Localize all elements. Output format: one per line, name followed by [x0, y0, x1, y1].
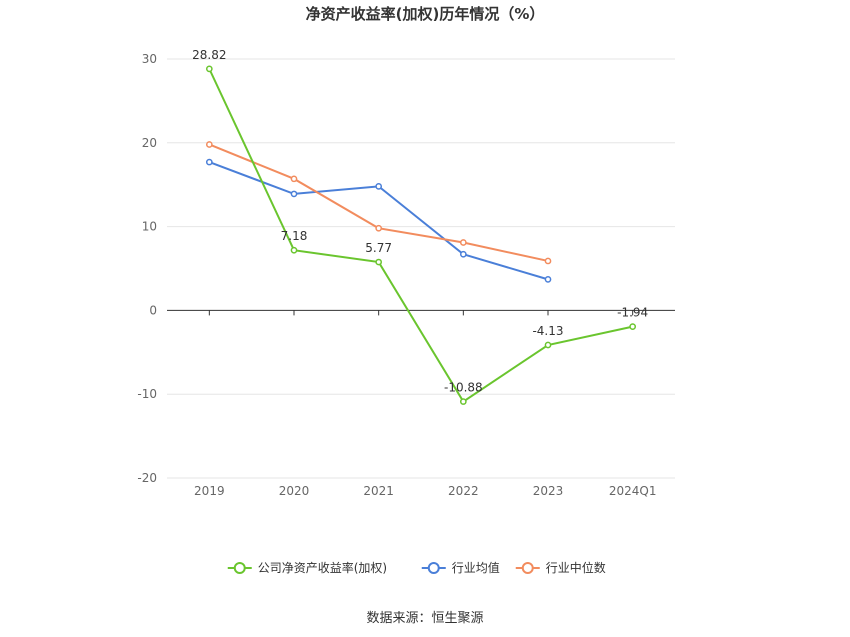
legend-marker — [427, 562, 440, 574]
data-point — [290, 175, 298, 183]
data-point — [205, 65, 213, 73]
grid — [167, 58, 675, 479]
legend-item[interactable]: 公司净资产收益率(加权) — [227, 560, 387, 575]
data-point — [205, 158, 213, 166]
data-point — [290, 246, 298, 254]
data-point — [544, 276, 552, 283]
legend-label: 公司净资产收益率(加权) — [258, 560, 387, 575]
data-point — [544, 341, 552, 349]
data-point — [629, 323, 637, 331]
legend-label: 行业均值 — [452, 560, 500, 575]
series — [205, 65, 637, 405]
y-tick-label: 20 — [142, 136, 157, 150]
x-tick-label: 2022 — [448, 484, 479, 498]
data-label: 7.18 — [281, 229, 308, 243]
data-label: -1.94 — [617, 306, 648, 320]
x-tick-label: 2024Q1 — [609, 484, 657, 498]
data-point — [205, 141, 213, 148]
data-point — [375, 258, 383, 266]
data-label: 28.82 — [192, 48, 226, 62]
data-point — [375, 224, 383, 232]
x-tick-label: 2019 — [194, 484, 225, 498]
legend-marker — [233, 562, 246, 574]
data-point — [459, 250, 467, 258]
data-labels: 28.82 7.18 5.77 -10.88 -4.13 -1.94 — [192, 48, 648, 395]
legend-item[interactable]: 行业中位数 — [515, 560, 606, 575]
legend-marker — [521, 562, 534, 574]
x-tick-label: 2020 — [279, 484, 310, 498]
y-tick-label: 10 — [142, 220, 157, 234]
axes: 30 20 10 0 -10 -20 2019 2020 2021 2022 2023 2024Q1 — [137, 52, 675, 498]
data-label: 5.77 — [365, 241, 392, 255]
y-tick-label: 30 — [142, 52, 157, 66]
data-point — [290, 190, 298, 198]
chart-title: 净资产收益率(加权)历年情况（%） — [305, 5, 545, 23]
series-line — [208, 68, 633, 403]
legend-item[interactable]: 行业均值 — [421, 560, 500, 575]
data-point — [459, 398, 467, 405]
x-tick-label: 2021 — [363, 484, 394, 498]
data-label: -10.88 — [444, 381, 483, 395]
y-tick-label: -20 — [137, 471, 157, 485]
data-label: -4.13 — [532, 324, 563, 338]
source-note: 数据来源：恒生聚源 — [366, 611, 484, 626]
y-tick-label: -10 — [137, 387, 157, 401]
y-tick-label: 0 — [149, 303, 157, 317]
data-point — [375, 183, 383, 190]
x-tick-label: 2023 — [533, 484, 564, 498]
legend[interactable]: 公司净资产收益率(加权) 行业均值 行业中位数 — [227, 560, 606, 575]
data-point — [459, 239, 467, 246]
data-point — [544, 257, 552, 265]
legend-label: 行业中位数 — [546, 560, 606, 575]
